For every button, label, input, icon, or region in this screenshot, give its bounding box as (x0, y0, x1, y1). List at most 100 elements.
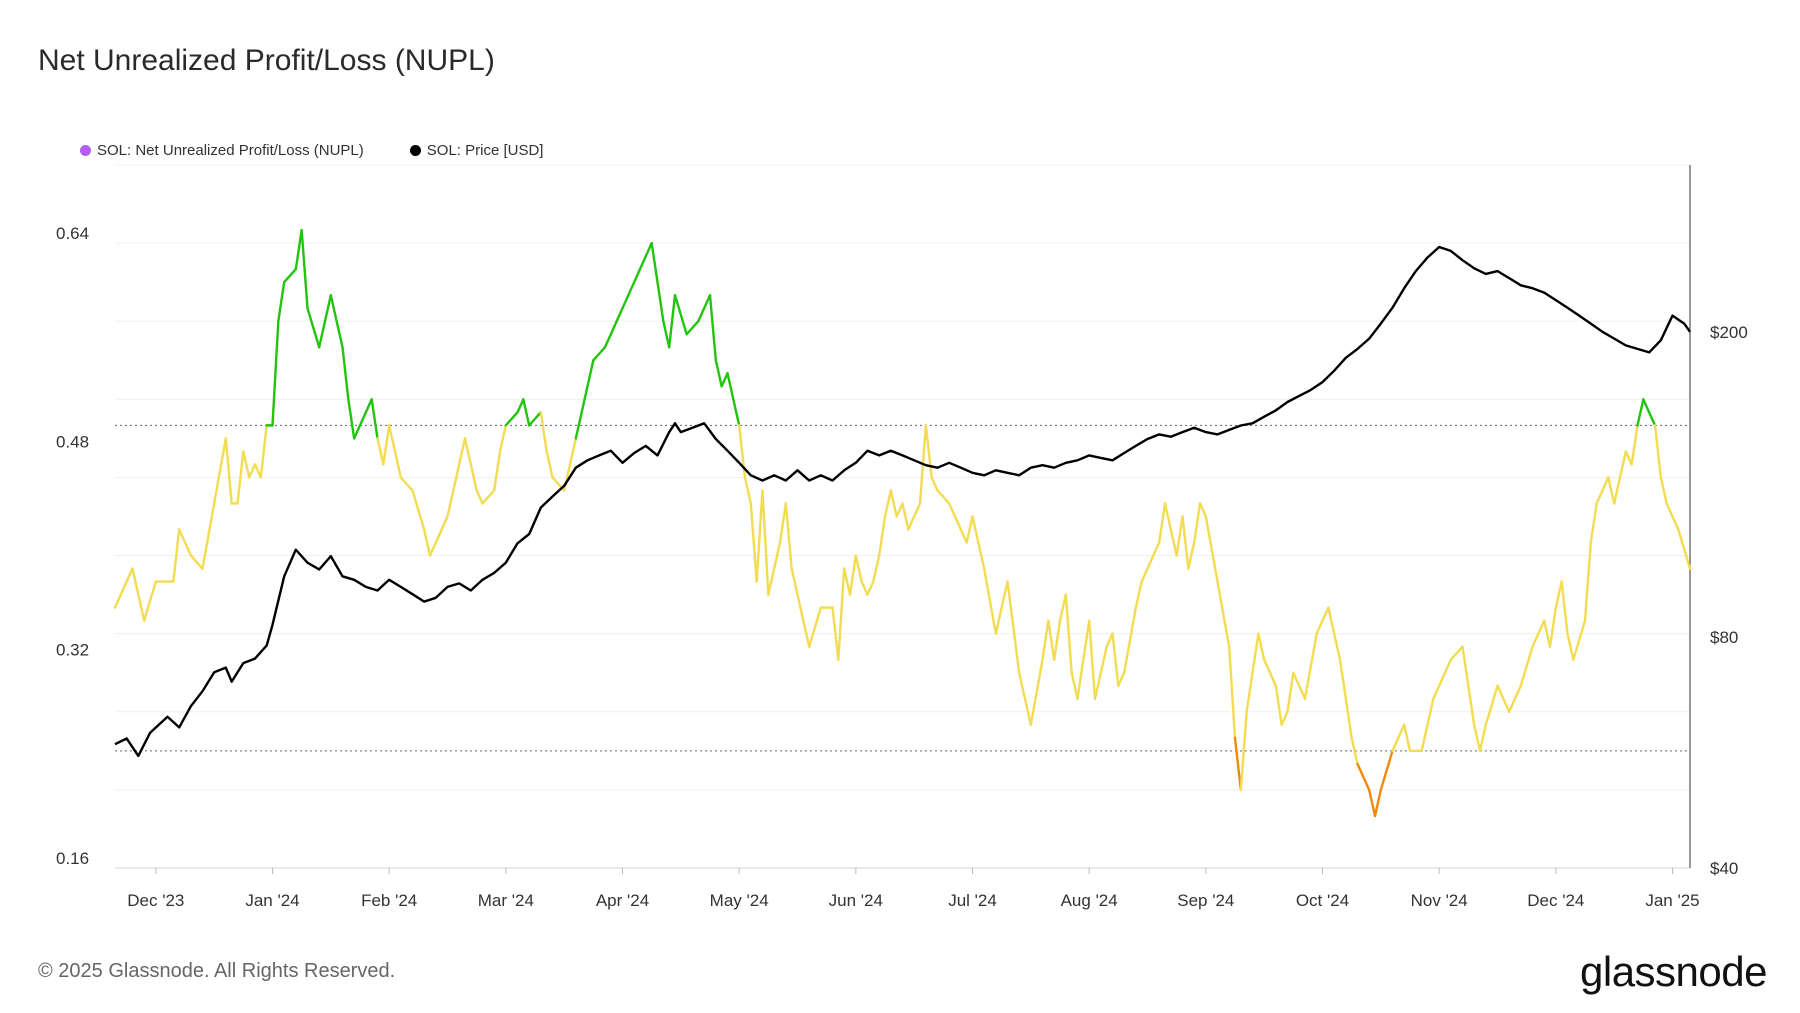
nupl-line-segment (895, 502, 904, 518)
nupl-line-segment (282, 267, 298, 284)
nupl-line-segment (790, 567, 799, 596)
nupl-line-segment (743, 476, 753, 505)
nupl-line-segment (399, 476, 414, 492)
nupl-line-segment (971, 515, 980, 544)
nupl-line-segment (1070, 671, 1079, 700)
nupl-line-segment (1058, 593, 1068, 622)
nupl-line-segment (212, 437, 228, 505)
nupl-line-segment (807, 606, 823, 648)
nupl-line-segment (1192, 502, 1202, 544)
nupl-line-segment (936, 489, 951, 505)
nupl-line-segment (1665, 502, 1674, 518)
x-tick-label: Feb '24 (361, 891, 417, 910)
nupl-line-segment (1519, 645, 1534, 687)
nupl-line-segment (277, 280, 286, 323)
nupl-line-segment (901, 502, 910, 531)
price-line (114, 245, 1691, 758)
nupl-line-segment (912, 502, 922, 518)
y-right-tick-label: $80 (1710, 628, 1738, 647)
nupl-line-segment (527, 411, 543, 427)
nupl-line-segment (177, 528, 193, 557)
nupl-line-segment (1362, 775, 1371, 792)
nupl-line-segment (1245, 632, 1260, 713)
legend-label-nupl: SOL: Net Unrealized Profit/Loss (NUPL) (97, 142, 364, 159)
nupl-line-segment (1140, 567, 1149, 583)
nupl-line-segment (1087, 619, 1097, 700)
nupl-line-segment (411, 489, 426, 531)
nupl-line-segment (1507, 684, 1523, 713)
nupl-line-segment (1356, 762, 1365, 779)
nupl-line-segment (883, 489, 893, 518)
nupl-line-segment (697, 293, 712, 323)
nupl-line-segment (1076, 619, 1091, 700)
nupl-line-segment (924, 424, 933, 479)
nupl-line-segment (1052, 619, 1062, 661)
nupl-line-segment (1560, 580, 1569, 635)
nupl-line-segment (749, 502, 758, 583)
x-tick-label: Mar '24 (478, 891, 534, 910)
nupl-line-segment (1391, 723, 1406, 753)
nupl-line-segment (1216, 580, 1231, 648)
x-tick-label: Nov '24 (1411, 891, 1468, 910)
nupl-line-segment (1017, 671, 1033, 726)
x-tick-label: Jan '25 (1645, 891, 1699, 910)
nupl-line-segment (1432, 671, 1447, 700)
nupl-line-segment (872, 554, 881, 583)
legend-item-price[interactable]: SOL: Price [USD] (409, 142, 544, 159)
nupl-line-segment (1163, 502, 1173, 531)
nupl-line-segment (131, 567, 146, 622)
nupl-line-segment (347, 398, 356, 440)
nupl-line-segment (761, 489, 770, 596)
nupl-line-segment (1111, 632, 1120, 687)
nupl-line-segment (977, 541, 986, 570)
nupl-line-segment (638, 241, 653, 271)
nupl-line-segment (201, 502, 216, 570)
nupl-line-segment (1653, 424, 1663, 479)
gridlines (115, 164, 1690, 869)
tick-labels: 0.64 0.48 0.32 0.16 $200 $80 $40 Dec '23 Jan '24… (56, 224, 1748, 910)
nupl-line-segment (247, 463, 257, 479)
x-tick-label: May '24 (710, 891, 769, 910)
nupl-line-segment (1198, 502, 1208, 518)
threshold-lines (115, 424, 1690, 752)
nupl-line-segment (627, 267, 642, 297)
nupl-line-segment (1478, 723, 1488, 753)
y-right-tick-label: $200 (1710, 323, 1748, 342)
nupl-line-segment (1659, 476, 1668, 505)
x-tick-label: Aug '24 (1061, 891, 1118, 910)
legend-dot-price (409, 145, 421, 156)
nupl-line-segment (959, 528, 968, 544)
nupl-line-segment (650, 241, 665, 323)
nupl-line-segment (1064, 593, 1073, 674)
nupl-line-segment (1093, 671, 1103, 700)
legend-label-price: SOL: Price [USD] (426, 142, 544, 159)
nupl-line-segment (603, 320, 618, 349)
glassnode-logo[interactable]: glassnode (1580, 948, 1767, 995)
nupl-line-segment (1041, 619, 1050, 661)
nupl-line-segment (667, 293, 677, 349)
nupl-line-segment (189, 554, 204, 570)
nupl-line-segment (708, 293, 718, 362)
nupl-line-segment (1262, 658, 1278, 687)
nupl-line-segment (475, 489, 484, 505)
y-left-tick-label: 0.48 (56, 432, 89, 451)
nupl-line-segment (1175, 515, 1184, 557)
nupl-line-segment (854, 554, 863, 583)
nupl-line-segment (387, 424, 403, 479)
y-left-tick-label: 0.16 (56, 849, 89, 868)
nupl-line-segment (837, 567, 846, 661)
nupl-line-segment (592, 346, 607, 362)
nupl-line-segment (907, 515, 916, 531)
nupl-line-segment (1583, 541, 1593, 622)
nupl-line-segment (755, 489, 764, 583)
nupl-line-segment (1379, 749, 1394, 792)
nupl-line-segment (428, 515, 449, 557)
legend-item-nupl[interactable]: SOL: Net Unrealized Profit/Loss (NUPL) (80, 142, 364, 159)
nupl-line-segment (1099, 645, 1108, 674)
nupl-line-segment (370, 398, 379, 440)
nupl-line-segment (1542, 619, 1552, 648)
y-left-tick-label: 0.64 (56, 224, 89, 243)
nupl-line-segment (1642, 398, 1657, 427)
nupl-line-segment (726, 372, 735, 401)
